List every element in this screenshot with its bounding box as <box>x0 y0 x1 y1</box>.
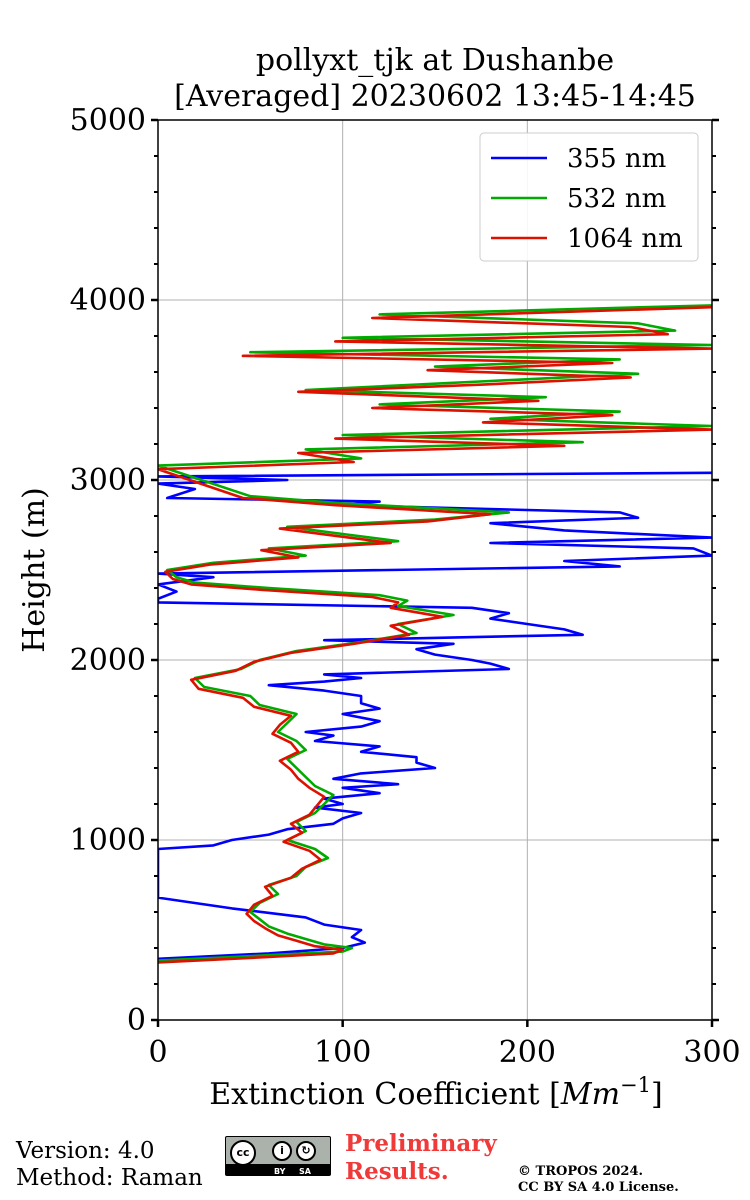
axis-ticks <box>151 118 719 1027</box>
preliminary-results-note: Preliminary Results. <box>345 1130 497 1186</box>
by-label: BY <box>274 1167 286 1176</box>
y-tick-label: 5000 <box>70 103 146 138</box>
x-tick-labels: 0 100 200 300 <box>148 1035 740 1070</box>
y-tick-labels: 0 1000 2000 3000 4000 5000 <box>70 103 146 1038</box>
attribution-icon: i <box>272 1141 292 1161</box>
y-axis-label: Height (m) <box>17 487 52 652</box>
x-tick-label: 200 <box>499 1035 556 1070</box>
y-tick-label: 1000 <box>70 823 146 858</box>
x-axis-label-text: Extinction Coefficient <box>209 1077 539 1112</box>
series-lines <box>158 304 712 964</box>
preliminary-line-2: Results. <box>345 1158 449 1185</box>
plot-frame <box>157 119 713 1021</box>
legend-label-1064-nm: 1064 nm <box>567 224 683 254</box>
chart-title: pollyxt_tjk at Dushanbe <box>256 43 614 78</box>
chart-subtitle: [Averaged] 20230602 13:45-14:45 <box>174 79 696 114</box>
y-tick-label: 4000 <box>70 283 146 318</box>
x-tick-label: 100 <box>314 1035 371 1070</box>
x-axis-unit-exponent: −1 <box>620 1073 651 1097</box>
legend: 355 nm 532 nm 1064 nm <box>479 132 699 262</box>
legend-label-532-nm: 532 nm <box>567 184 666 214</box>
legend-label-355-nm: 355 nm <box>567 144 666 174</box>
copyright-line-2: CC BY SA 4.0 License. <box>518 1180 679 1195</box>
copyright-note: © TROPOS 2024. CC BY SA 4.0 License. <box>518 1164 679 1196</box>
footer-version-method: Version: 4.0 Method: Raman <box>16 1138 203 1192</box>
series-line-1064-nm <box>158 305 712 964</box>
x-tick-label: 300 <box>683 1035 740 1070</box>
cc-license-badge: cc i ↻ BY SA <box>225 1136 331 1176</box>
sa-label: SA <box>299 1167 311 1176</box>
legend-box <box>479 132 699 262</box>
series-line-355-nm <box>158 471 712 961</box>
cc-icon: cc <box>230 1140 256 1166</box>
series-line-532-nm <box>158 304 712 962</box>
share-alike-icon: ↻ <box>296 1141 316 1161</box>
y-tick-label: 2000 <box>70 643 146 678</box>
y-tick-label: 3000 <box>70 463 146 498</box>
copyright-line-1: © TROPOS 2024. <box>518 1164 644 1179</box>
x-tick-label: 0 <box>148 1035 167 1070</box>
version-text: Version: 4.0 <box>16 1138 155 1164</box>
preliminary-line-1: Preliminary <box>345 1130 497 1157</box>
x-axis-unit: Mm <box>560 1077 620 1112</box>
y-tick-label: 0 <box>127 1003 146 1038</box>
x-axis-label: Extinction Coefficient [Mm−1] <box>209 1073 662 1112</box>
method-text: Method: Raman <box>16 1165 203 1191</box>
